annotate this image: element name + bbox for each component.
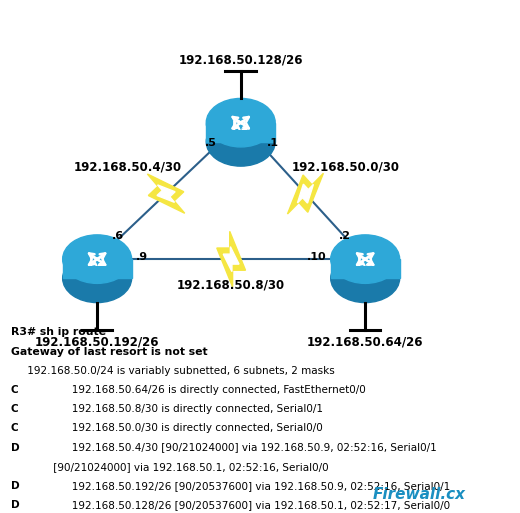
Polygon shape xyxy=(147,174,185,213)
Ellipse shape xyxy=(206,117,275,166)
Text: 192.168.50.0/30: 192.168.50.0/30 xyxy=(292,160,400,173)
Polygon shape xyxy=(157,185,175,202)
Text: 192.168.50.128/26 [90/20537600] via 192.168.50.1, 02:52:17, Serial0/0: 192.168.50.128/26 [90/20537600] via 192.… xyxy=(49,500,450,510)
Text: 192.168.50.192/26: 192.168.50.192/26 xyxy=(35,336,159,348)
Text: 192.168.50.64/26: 192.168.50.64/26 xyxy=(307,336,423,348)
Text: .9: .9 xyxy=(135,251,148,262)
Polygon shape xyxy=(223,247,239,271)
Text: 192.168.50.8/30: 192.168.50.8/30 xyxy=(177,279,285,291)
Text: .10: .10 xyxy=(307,251,327,262)
Text: 192.168.50.4/30: 192.168.50.4/30 xyxy=(74,160,183,173)
Text: R2: R2 xyxy=(88,256,106,269)
Text: R1: R1 xyxy=(232,120,250,133)
Text: 192.168.50.0/30 is directly connected, Serial0/0: 192.168.50.0/30 is directly connected, S… xyxy=(49,423,323,433)
Polygon shape xyxy=(331,259,400,279)
Text: Gateway of last resort is not set: Gateway of last resort is not set xyxy=(11,347,207,357)
Text: .2: .2 xyxy=(339,231,351,242)
Text: .6: .6 xyxy=(111,231,124,242)
Text: D: D xyxy=(11,500,20,510)
Text: D: D xyxy=(11,443,20,452)
Text: Firewall.cx: Firewall.cx xyxy=(373,487,466,502)
Ellipse shape xyxy=(331,235,400,283)
Text: R3: R3 xyxy=(357,256,374,269)
Ellipse shape xyxy=(62,254,132,303)
Text: 192.168.50.192/26 [90/20537600] via 192.168.50.9, 02:52:16, Serial0/1: 192.168.50.192/26 [90/20537600] via 192.… xyxy=(49,481,450,491)
Polygon shape xyxy=(288,173,323,214)
Text: [90/21024000] via 192.168.50.1, 02:52:16, Serial0/0: [90/21024000] via 192.168.50.1, 02:52:16… xyxy=(11,462,329,472)
Polygon shape xyxy=(217,231,245,287)
Text: .1: .1 xyxy=(267,138,279,148)
Text: C: C xyxy=(11,385,19,395)
Polygon shape xyxy=(62,259,132,279)
Text: C: C xyxy=(11,404,19,414)
Polygon shape xyxy=(206,123,275,142)
Text: .5: .5 xyxy=(205,138,217,148)
Text: D: D xyxy=(11,481,20,491)
Text: 192.168.50.0/24 is variably subnetted, 6 subnets, 2 masks: 192.168.50.0/24 is variably subnetted, 6… xyxy=(11,366,335,376)
Text: C: C xyxy=(11,423,19,433)
Text: 192.168.50.4/30 [90/21024000] via 192.168.50.9, 02:52:16, Serial0/1: 192.168.50.4/30 [90/21024000] via 192.16… xyxy=(49,443,437,452)
Polygon shape xyxy=(297,184,314,203)
Text: 192.168.50.8/30 is directly connected, Serial0/1: 192.168.50.8/30 is directly connected, S… xyxy=(49,404,323,414)
Ellipse shape xyxy=(331,254,400,303)
Text: R3# sh ip route: R3# sh ip route xyxy=(11,327,106,338)
Text: 192.168.50.64/26 is directly connected, FastEthernet0/0: 192.168.50.64/26 is directly connected, … xyxy=(49,385,366,395)
Ellipse shape xyxy=(62,235,132,283)
Text: 192.168.50.128/26: 192.168.50.128/26 xyxy=(178,53,303,67)
Ellipse shape xyxy=(206,98,275,147)
